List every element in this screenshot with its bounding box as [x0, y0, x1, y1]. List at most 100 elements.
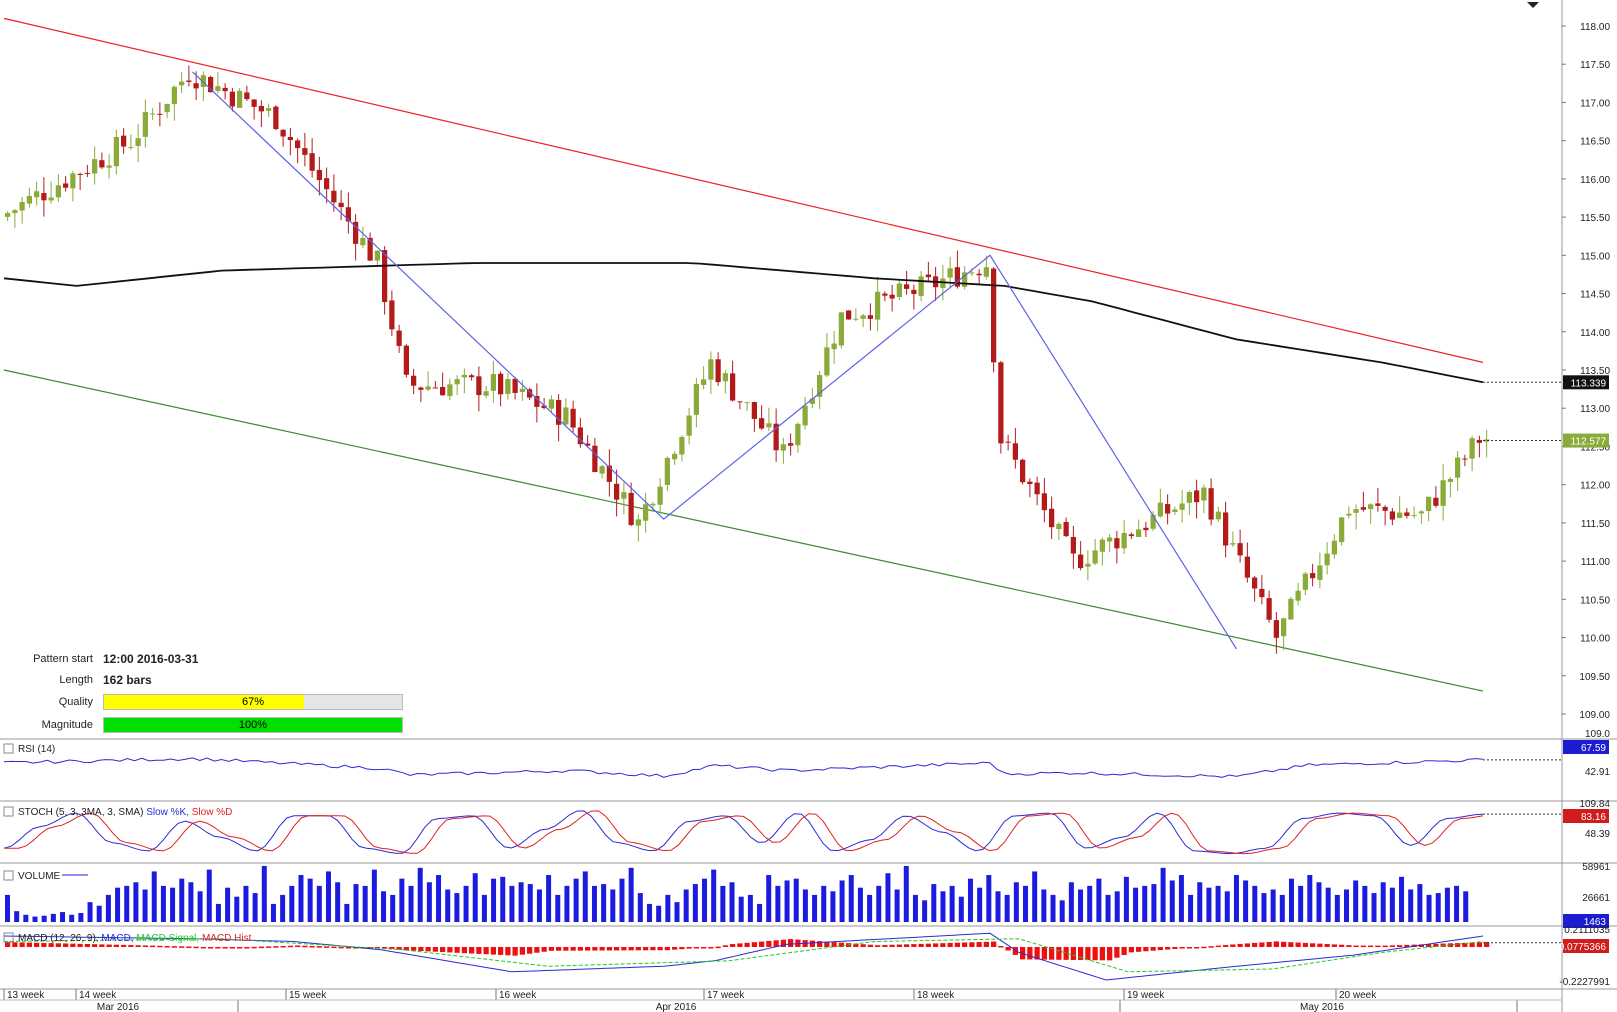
candle-body	[1056, 523, 1062, 530]
candle-body	[432, 387, 438, 389]
candle	[476, 366, 482, 412]
stoch-panel	[3, 810, 1562, 855]
macd-hist-bar	[1360, 945, 1366, 948]
macd-hist-bar	[258, 946, 264, 949]
macd-hist-bar	[193, 946, 199, 949]
macd-hist-bar	[222, 947, 228, 949]
candle	[911, 284, 917, 310]
macd-hist-bar	[1382, 945, 1388, 948]
panel-legend: STOCH (5, 3, 3MA, 3, SMA) Slow %K, Slow …	[3, 806, 232, 818]
candle-body	[360, 237, 366, 246]
collapse-arrow-icon[interactable]	[1527, 2, 1539, 8]
rsi-tick: 42.91	[1585, 767, 1610, 778]
macd-hist-bar	[715, 946, 721, 949]
candle	[570, 400, 576, 433]
legend-part: RSI (14)	[18, 744, 55, 755]
candle	[244, 85, 250, 101]
macd-hist-bar	[244, 947, 250, 949]
macd-hist-bar	[418, 947, 424, 952]
stoch-d-line	[4, 810, 1484, 855]
candle	[904, 270, 910, 295]
volume-bar	[821, 885, 827, 922]
volume-bar	[1270, 889, 1276, 922]
macd-hist-bar	[548, 947, 554, 951]
candle	[1397, 496, 1403, 519]
macd-hist-bar	[1310, 943, 1316, 947]
magnitude-bar: 100%	[103, 717, 403, 733]
volume-bar	[1206, 887, 1212, 922]
macd-hist-bar	[505, 947, 511, 956]
volume-bar	[1151, 884, 1157, 922]
rsi-tick: 109.0	[1585, 729, 1610, 740]
y-tick-label: 116.00	[1580, 175, 1610, 186]
candle	[19, 197, 25, 224]
candle-body	[527, 389, 533, 398]
candle-body	[744, 402, 750, 404]
macd-hist-bar	[1418, 944, 1424, 947]
macd-hist-bar	[186, 946, 192, 948]
candle-body	[222, 87, 228, 92]
candle-body	[1411, 515, 1417, 517]
volume-bar	[408, 885, 414, 922]
macd-signal-line	[3, 938, 1484, 973]
volume-bar	[1114, 891, 1120, 922]
candle	[186, 65, 192, 87]
candle-body	[686, 415, 692, 436]
candle-body	[1230, 543, 1236, 545]
macd-hist-bar	[1462, 942, 1468, 947]
candle-body	[1469, 438, 1475, 459]
candle	[26, 187, 32, 208]
candle	[527, 387, 533, 401]
volume-bar	[958, 896, 964, 922]
volume-bar	[1316, 882, 1322, 922]
candle	[751, 401, 757, 433]
candle-body	[41, 192, 47, 201]
candle	[389, 290, 395, 336]
candle-body	[519, 388, 525, 393]
macd-hist-bar	[1244, 943, 1250, 947]
price-badge-bg	[1563, 433, 1609, 448]
volume-bar	[1032, 871, 1038, 922]
macd-hist-bar	[1034, 947, 1040, 960]
candle	[1295, 582, 1301, 606]
macd-hist-bar	[751, 942, 757, 947]
candle-body	[585, 443, 591, 446]
macd-hist-bar	[266, 946, 272, 948]
macd-hist-bar	[1078, 947, 1084, 961]
macd-hist-bar	[309, 945, 315, 948]
macd-hist-bar	[99, 944, 105, 947]
volume-bar	[591, 885, 597, 922]
candle-body	[715, 359, 721, 383]
month-label: May 2016	[1300, 1002, 1344, 1012]
volume-bar	[270, 903, 276, 922]
candle-body	[1433, 497, 1439, 506]
volume-bar	[399, 878, 405, 922]
macd-hist-bar	[962, 942, 968, 947]
candle-body	[570, 408, 576, 428]
volume-bar	[1417, 884, 1423, 922]
volume-bar	[1096, 878, 1102, 922]
candle	[403, 344, 409, 378]
candle	[1317, 552, 1323, 589]
candle	[425, 371, 431, 392]
indicator-axes: RSI (14) 109.0 42.91 67.59 STOCH (5, 3, 3MA…	[3, 729, 1610, 988]
candle	[889, 284, 895, 312]
volume-bar	[1261, 893, 1267, 922]
candle-body	[396, 330, 402, 346]
candle-body	[461, 374, 467, 378]
candle	[411, 368, 417, 395]
y-tick-label: 109.00	[1579, 710, 1610, 721]
candle	[795, 422, 801, 453]
macd-hist-bar	[1230, 944, 1236, 947]
candle-body	[867, 315, 873, 319]
macd-hist-bar	[469, 947, 475, 954]
candle	[1469, 435, 1475, 472]
candle	[447, 378, 453, 401]
volume-bar	[280, 894, 286, 922]
candle-body	[1418, 511, 1424, 514]
candle-body	[1092, 550, 1098, 564]
volume-bar	[1142, 885, 1148, 922]
candle-body	[925, 274, 931, 278]
volume-bar	[142, 889, 148, 922]
